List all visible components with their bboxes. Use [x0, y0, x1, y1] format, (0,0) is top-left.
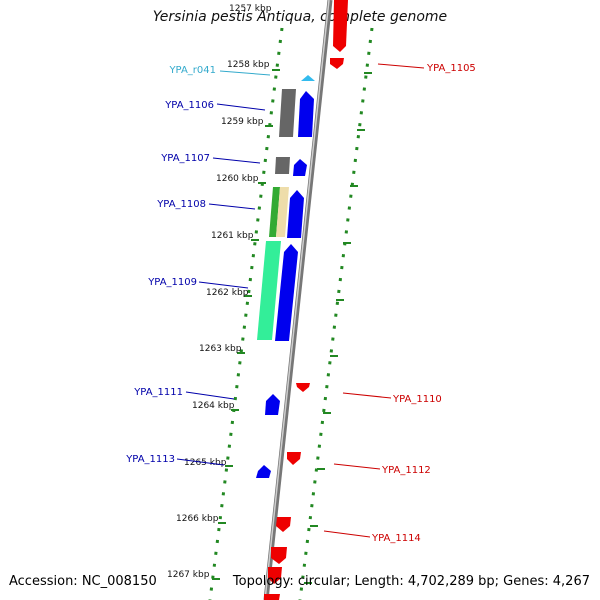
kbp-label: 1261 kbp — [211, 231, 254, 241]
feature-gray-1107 — [275, 157, 290, 174]
label-ypa-1112[interactable]: YPA_1112 — [381, 465, 431, 476]
forward-cds-features — [256, 91, 314, 478]
feature-teal-1109 — [257, 241, 281, 340]
genome-backbone — [263, 0, 333, 600]
label-ypa-1110[interactable]: YPA_1110 — [392, 394, 442, 405]
kbp-label: 1258 kbp — [227, 60, 270, 70]
kbp-label: 1257 kbp — [229, 4, 272, 14]
cds-ypa-1105 — [333, 0, 348, 52]
label-ypa-1111[interactable]: YPA_1111 — [133, 387, 183, 398]
label-ypa-1114[interactable]: YPA_1114 — [371, 533, 421, 544]
accession-text: Accession: NC_008150 — [9, 574, 157, 589]
cds-ypa-1113 — [256, 465, 271, 478]
kbp-labels: 1257 kbp 1258 kbp 1259 kbp 1260 kbp 1261… — [167, 4, 272, 580]
cds-ypa-1112 — [287, 452, 301, 465]
cds-ypa-1118 — [264, 594, 280, 600]
map-title: Yersinia pestis Antiqua, complete genome — [152, 9, 448, 25]
kbp-label: 1263 kbp — [199, 344, 242, 354]
label-ypa-r041[interactable]: YPA_r041 — [168, 65, 216, 76]
label-ypa-1107[interactable]: YPA_1107 — [160, 153, 210, 164]
right-leader-lines — [323, 63, 425, 538]
kbp-label: 1260 kbp — [216, 174, 259, 184]
label-ypa-1108[interactable]: YPA_1108 — [156, 199, 206, 210]
label-ypa-1113[interactable]: YPA_1113 — [125, 454, 175, 465]
rna-ypa-r041 — [301, 75, 315, 81]
label-ypa-1106[interactable]: YPA_1106 — [164, 100, 214, 111]
kbp-label: 1267 kbp — [167, 570, 210, 580]
inner-right-track — [298, 27, 374, 600]
kbp-label: 1264 kbp — [192, 401, 235, 411]
genome-backbone-highlight — [264, 0, 330, 600]
feature-gray-1106 — [279, 89, 296, 137]
cds-ypa-1116 — [271, 547, 287, 564]
cds-ypa-1105b — [330, 58, 344, 69]
cds-ypa-1111 — [265, 394, 280, 415]
cds-ypa-1116b — [268, 567, 282, 584]
cds-ypa-1109 — [275, 244, 298, 341]
cds-ypa-1114 — [276, 517, 291, 532]
label-ypa-1109[interactable]: YPA_1109 — [147, 277, 197, 288]
cds-ypa-1106 — [298, 91, 314, 137]
kbp-label: 1262 kbp — [206, 288, 249, 298]
kbp-ticks — [212, 69, 372, 584]
label-ypa-1105[interactable]: YPA_1105 — [426, 63, 476, 74]
cds-ypa-1110 — [296, 383, 310, 392]
reverse-cds-features — [264, 0, 348, 600]
cds-ypa-1108 — [287, 190, 304, 238]
topology-text: Topology: circular; Length: 4,702,289 bp… — [232, 574, 590, 589]
feature-green-1108 — [269, 187, 280, 237]
inner-left-track — [208, 27, 284, 600]
cds-ypa-1107 — [293, 159, 307, 176]
feature-yellow-1108 — [276, 187, 289, 237]
kbp-label: 1266 kbp — [176, 514, 219, 524]
kbp-label: 1259 kbp — [221, 117, 264, 127]
left-leader-lines — [176, 70, 271, 466]
